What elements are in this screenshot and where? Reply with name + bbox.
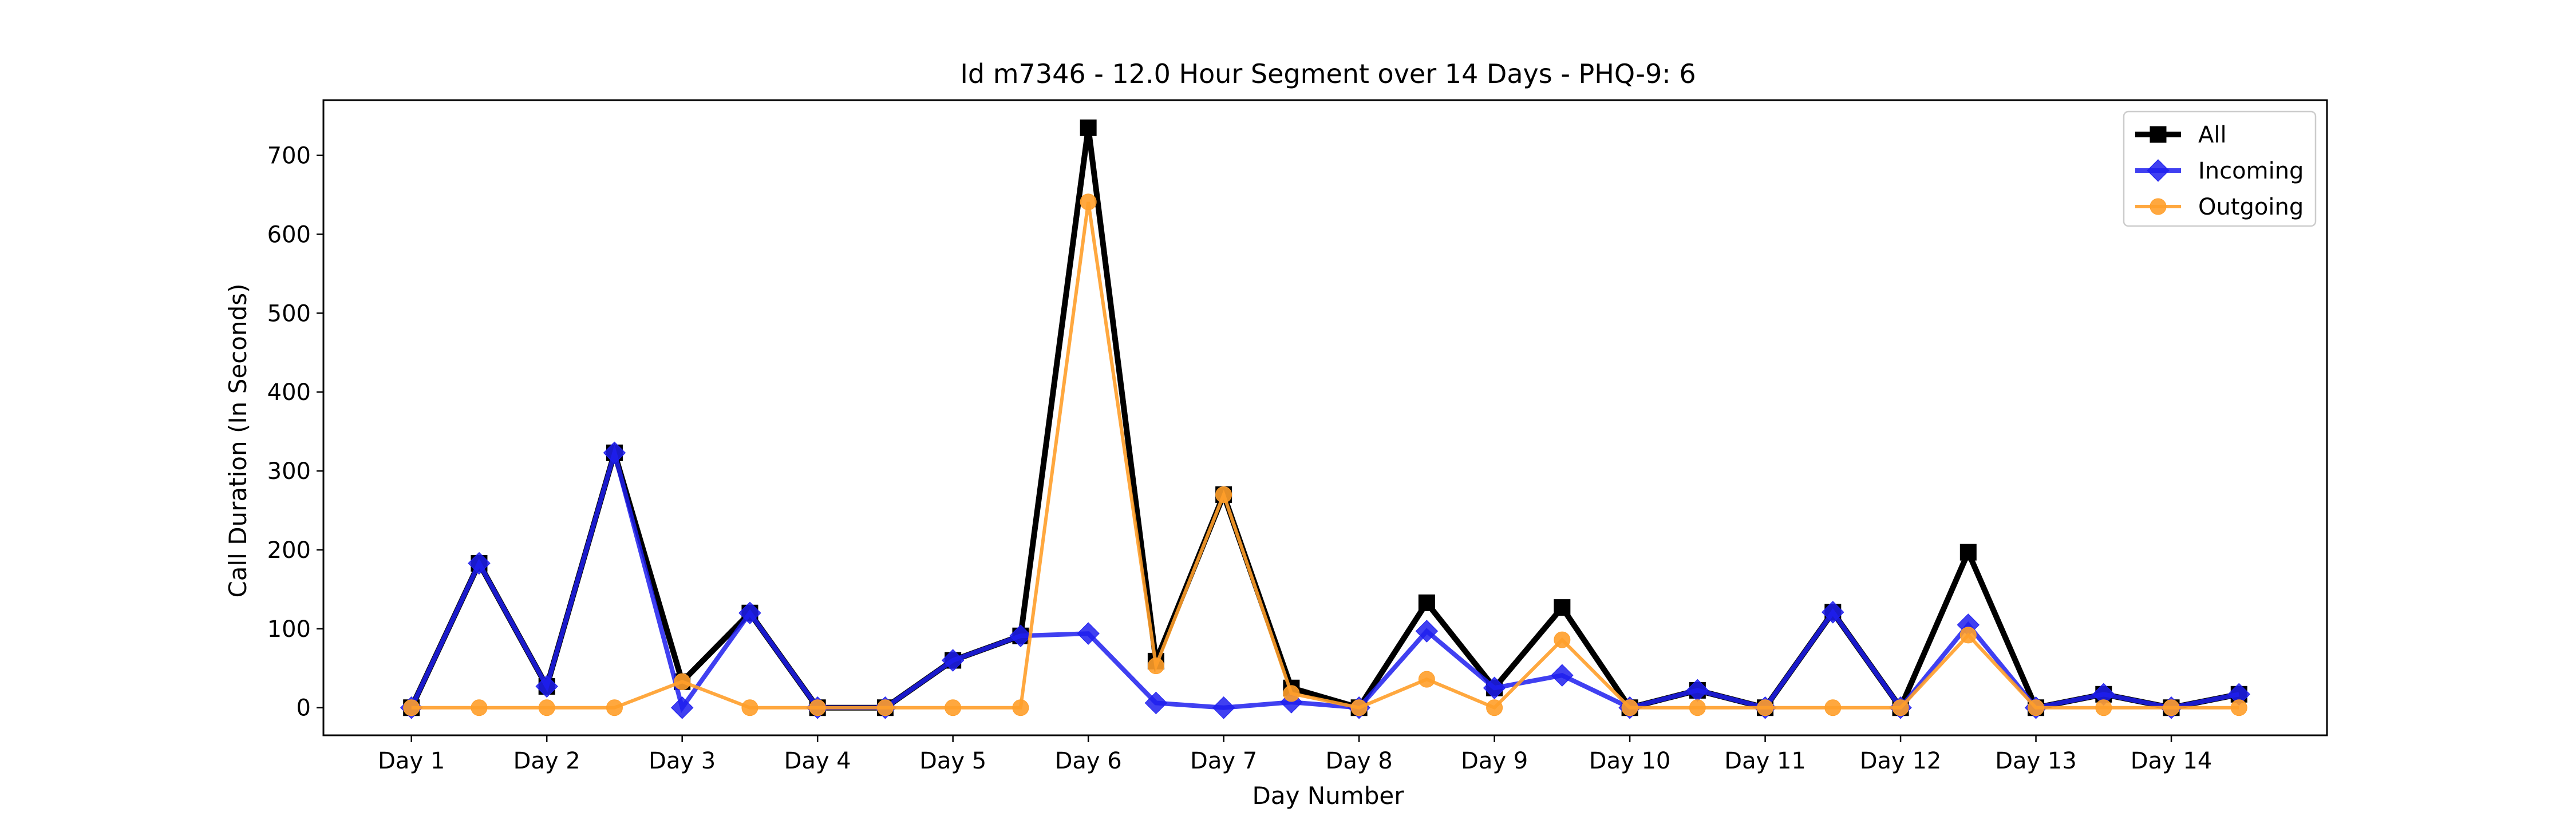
data-point-incoming bbox=[1415, 620, 1439, 643]
data-point-incoming bbox=[535, 675, 558, 698]
data-point-outgoing bbox=[2028, 699, 2045, 716]
data-point-outgoing bbox=[1824, 699, 1842, 716]
data-point-outgoing bbox=[809, 699, 826, 716]
legend-marker-all bbox=[2150, 126, 2167, 143]
y-tick-label: 700 bbox=[267, 143, 311, 169]
x-tick-label: Day 2 bbox=[513, 748, 580, 774]
data-point-incoming bbox=[1212, 696, 1235, 719]
x-axis-label: Day Number bbox=[1252, 782, 1404, 810]
data-point-outgoing bbox=[1012, 699, 1029, 716]
chart-title: Id m7346 - 12.0 Hour Segment over 14 Day… bbox=[960, 58, 1696, 89]
x-tick-label: Day 9 bbox=[1461, 748, 1528, 774]
plot-area: 0 100 200 300 400 500 600 700 Day 1 Day 2 Day 3 Day… bbox=[267, 99, 2328, 774]
y-tick-label: 400 bbox=[267, 379, 311, 406]
data-point-outgoing bbox=[1080, 193, 1097, 211]
y-tick-label: 600 bbox=[267, 221, 311, 248]
x-tick-label: Day 14 bbox=[2131, 748, 2212, 774]
x-tick-label: Day 7 bbox=[1190, 748, 1257, 774]
y-tick-label: 100 bbox=[267, 616, 311, 643]
data-point-outgoing bbox=[1959, 627, 1977, 644]
data-point-outgoing bbox=[945, 699, 962, 716]
data-point-incoming bbox=[1483, 676, 1506, 699]
data-point-incoming bbox=[941, 649, 965, 672]
data-point-outgoing bbox=[1621, 699, 1638, 716]
data-point-outgoing bbox=[1689, 699, 1706, 716]
x-tick-label: Day 1 bbox=[378, 748, 445, 774]
data-point-incoming bbox=[738, 601, 761, 624]
x-tick-label: Day 8 bbox=[1326, 748, 1393, 774]
y-tick-label: 200 bbox=[267, 537, 311, 564]
y-tick-label: 0 bbox=[297, 695, 311, 722]
data-point-outgoing bbox=[741, 699, 758, 716]
data-point-outgoing bbox=[1283, 685, 1300, 702]
x-tick-label: Day 6 bbox=[1055, 748, 1122, 774]
series-line-all bbox=[409, 127, 2240, 714]
legend-label-incoming: Incoming bbox=[2198, 158, 2304, 184]
data-point-outgoing bbox=[2163, 699, 2180, 716]
data-point-outgoing bbox=[1215, 486, 1232, 503]
data-point-outgoing bbox=[1554, 631, 1571, 648]
x-tick-label: Day 11 bbox=[1724, 748, 1806, 774]
y-tick-label: 300 bbox=[267, 458, 311, 485]
data-point-outgoing bbox=[2230, 699, 2247, 716]
x-tick-label: Day 4 bbox=[784, 748, 851, 774]
legend-label-outgoing: Outgoing bbox=[2198, 194, 2304, 220]
data-point-outgoing bbox=[471, 699, 488, 716]
data-point-all bbox=[1418, 594, 1435, 611]
series-line-incoming bbox=[409, 444, 2240, 713]
x-tick-label: Day 12 bbox=[1860, 748, 1942, 774]
x-tick-label: Day 5 bbox=[919, 748, 986, 774]
x-tick-label: Day 13 bbox=[1995, 748, 2077, 774]
data-point-outgoing bbox=[1892, 699, 1909, 716]
x-tick-label: Day 10 bbox=[1589, 748, 1671, 774]
data-point-incoming bbox=[1144, 691, 1168, 715]
data-point-outgoing bbox=[1147, 657, 1164, 675]
data-point-incoming bbox=[603, 441, 626, 465]
legend-label-all: All bbox=[2198, 122, 2227, 148]
data-point-incoming bbox=[670, 696, 694, 719]
data-point-outgoing bbox=[1418, 671, 1435, 688]
data-point-outgoing bbox=[2095, 699, 2112, 716]
data-point-outgoing bbox=[606, 699, 623, 716]
legend-box bbox=[2123, 110, 2317, 227]
data-point-all bbox=[1554, 599, 1571, 616]
x-tick-label: Day 3 bbox=[649, 748, 716, 774]
data-point-outgoing bbox=[876, 699, 894, 716]
data-point-outgoing bbox=[674, 673, 691, 690]
legend-marker-incoming bbox=[2147, 159, 2170, 182]
legend-marker-outgoing bbox=[2150, 198, 2167, 215]
data-point-all bbox=[1080, 119, 1097, 136]
data-point-incoming bbox=[468, 552, 491, 575]
data-point-incoming bbox=[1009, 624, 1032, 647]
data-point-incoming bbox=[1551, 664, 1574, 687]
data-point-outgoing bbox=[1486, 699, 1503, 716]
y-axis-label: Call Duration (In Seconds) bbox=[224, 283, 252, 597]
data-point-outgoing bbox=[403, 699, 420, 716]
legend: All Incoming Outgoing bbox=[2123, 110, 2317, 227]
plot-frame bbox=[322, 99, 2328, 736]
data-point-outgoing bbox=[1350, 699, 1368, 716]
data-point-all bbox=[1959, 544, 1977, 561]
series-line-outgoing bbox=[411, 201, 2239, 710]
data-point-outgoing bbox=[538, 699, 555, 716]
data-point-incoming bbox=[1822, 601, 1844, 624]
y-tick-label: 500 bbox=[267, 300, 311, 327]
data-point-outgoing bbox=[1757, 699, 1774, 716]
data-point-incoming bbox=[1077, 622, 1100, 645]
